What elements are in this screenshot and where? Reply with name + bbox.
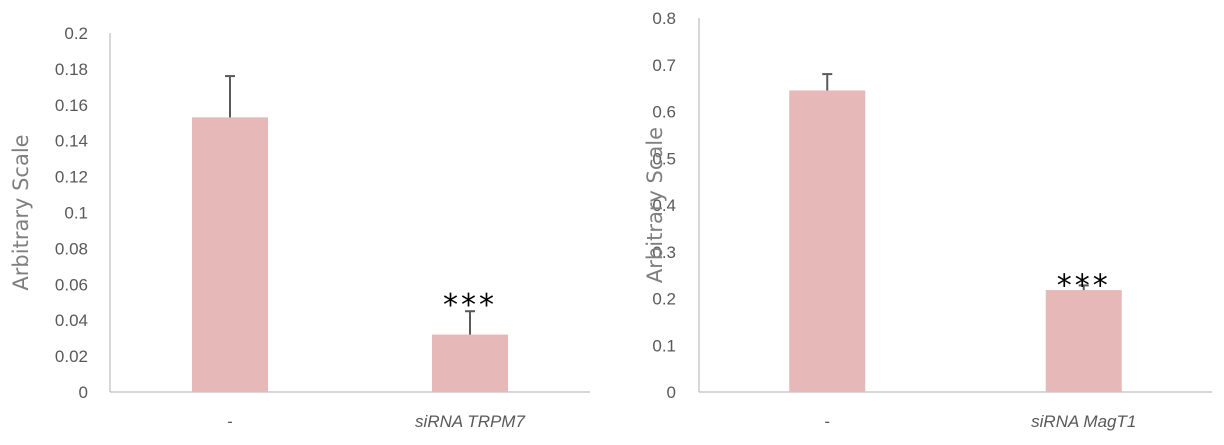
y-tick-label: 0.3 [652,243,676,262]
y-tick-label: 0.4 [652,196,676,215]
chart-trpm7: 0 0.02 0.04 0.06 0.08 0.1 0.12 0.14 0.16 0.18 0.2 A… [9,24,590,431]
y-axis-label: Arbitrary Scale [9,134,33,290]
category-label: - [824,412,830,431]
y-tick-label: 0.02 [55,347,88,366]
y-tick-label: 0.08 [55,239,88,258]
bar [432,334,508,392]
y-tick-label: 0 [667,383,676,402]
y-tick-label: 0.6 [652,103,676,122]
y-tick-label: 0.04 [55,311,88,330]
category-label: siRNA TRPM7 [415,412,525,431]
category-label: siRNA MagT1 [1031,412,1136,431]
bar [789,90,866,393]
y-tick-label: 0.7 [652,56,676,75]
bar [192,117,268,393]
y-tick-label: 0.12 [55,168,88,187]
significance-label: *** [1057,268,1111,303]
bar [1045,290,1122,392]
category-label: - [227,412,233,431]
y-tick-label: 0.14 [55,132,88,151]
y-tick-label: 0.06 [55,275,88,294]
y-tick-label: 0 [79,383,88,402]
y-tick-label: 0.2 [652,290,676,309]
y-tick-label: 0.16 [55,96,88,115]
significance-label: *** [443,288,497,323]
y-tick-label: 0.1 [64,204,88,223]
y-tick-label: 0.1 [652,336,676,355]
y-tick-label: 0.8 [652,9,676,28]
y-tick-label: 0.2 [64,24,88,43]
y-axis-label: Arbitrary Scale [643,127,667,283]
y-tick-label: 0.18 [55,60,88,79]
chart-magt1: 0 0.1 0.2 0.3 0.4 0.5 0.6 0.7 0.8 Arbitrary Scale… [643,9,1212,431]
y-tick-label: 0.5 [652,149,676,168]
